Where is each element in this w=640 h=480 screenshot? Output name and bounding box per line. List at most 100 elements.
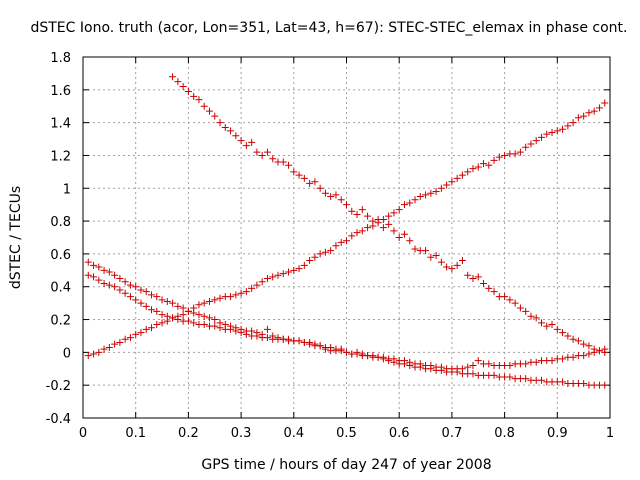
- y-tick-label: 1: [63, 182, 71, 197]
- data-point: [474, 273, 482, 281]
- data-point: [148, 291, 156, 299]
- data-point: [348, 207, 356, 215]
- data-point: [553, 325, 561, 333]
- data-point: [242, 288, 250, 296]
- data-point: [343, 201, 350, 209]
- data-point: [227, 293, 235, 301]
- data-point: [458, 365, 466, 373]
- data-point: [448, 265, 456, 273]
- data-point: [437, 258, 445, 266]
- data-point: [406, 237, 414, 245]
- data-point: [337, 238, 345, 246]
- axis-ticks: 0 0.1 0.2 0.3 0.4 0.5 0.6 0.7 0.8 0.9 1 -0.4 -0.2 0 0.…: [46, 51, 615, 441]
- data-point: [369, 222, 377, 230]
- data-point: [321, 345, 329, 353]
- data-point: [485, 360, 493, 368]
- data-point: [111, 271, 119, 279]
- data-point: [205, 297, 213, 305]
- data-point: [485, 284, 493, 292]
- data-point: [311, 253, 319, 261]
- data-point: [585, 350, 593, 358]
- data-point: [469, 165, 477, 173]
- data-point: [574, 337, 582, 345]
- data-point: [306, 339, 314, 347]
- data-point: [216, 324, 224, 332]
- y-tick-label: 1.8: [50, 51, 71, 66]
- data-point: [585, 109, 593, 117]
- data-point: [200, 102, 208, 110]
- data-point: [453, 174, 461, 182]
- data-point: [306, 256, 314, 264]
- data-point: [105, 268, 113, 276]
- data-point: [501, 293, 509, 301]
- y-tick-label: 1.2: [50, 149, 71, 164]
- data-point: [169, 314, 177, 322]
- data-point: [580, 380, 588, 388]
- data-point: [121, 335, 129, 343]
- data-point: [258, 278, 266, 286]
- data-point: [263, 325, 271, 333]
- data-point: [532, 137, 540, 145]
- data-point: [200, 299, 208, 307]
- data-point: [395, 206, 403, 214]
- data-point: [174, 316, 182, 324]
- data-point: [95, 348, 103, 356]
- series-4: [84, 271, 609, 373]
- data-point: [195, 301, 203, 309]
- data-point: [232, 327, 240, 335]
- data-point: [569, 335, 577, 343]
- x-tick-label: 0.8: [494, 426, 515, 441]
- data-point: [495, 153, 503, 161]
- data-point: [379, 215, 387, 223]
- data-point: [216, 294, 224, 302]
- data-point: [353, 350, 361, 358]
- data-point: [95, 276, 103, 284]
- data-point: [100, 266, 108, 274]
- x-tick-label: 0.2: [178, 426, 199, 441]
- y-tick-label: 0.6: [50, 248, 71, 263]
- x-tick-label: 0.7: [442, 426, 463, 441]
- data-point: [406, 199, 414, 207]
- data-point: [358, 227, 366, 235]
- data-point: [316, 342, 324, 350]
- data-point: [490, 156, 498, 164]
- data-point: [263, 275, 271, 283]
- data-points: [84, 73, 609, 389]
- data-point: [279, 270, 287, 278]
- data-point: [422, 247, 430, 255]
- data-point: [132, 330, 140, 338]
- y-tick-label: 1.6: [50, 84, 71, 99]
- x-tick-label: 0.4: [283, 426, 304, 441]
- data-point: [537, 133, 545, 141]
- data-point: [416, 192, 424, 200]
- data-point: [158, 296, 166, 304]
- y-tick-label: 1.4: [50, 117, 71, 132]
- data-point: [400, 230, 408, 238]
- data-point: [332, 347, 340, 355]
- x-tick-label: 1: [606, 426, 614, 441]
- data-point: [343, 237, 350, 245]
- data-point: [543, 322, 551, 330]
- data-point: [211, 316, 219, 324]
- data-point: [437, 363, 445, 371]
- data-point: [522, 143, 530, 151]
- data-point: [258, 151, 266, 159]
- data-point: [601, 381, 609, 389]
- data-point: [601, 99, 609, 107]
- data-point: [184, 87, 192, 95]
- data-point: [485, 161, 493, 169]
- data-point: [522, 375, 530, 383]
- data-point: [290, 168, 298, 176]
- data-point: [232, 291, 240, 299]
- data-point: [548, 357, 556, 365]
- data-point: [132, 283, 140, 291]
- data-point: [184, 317, 192, 325]
- data-point: [253, 148, 261, 156]
- data-point: [564, 332, 572, 340]
- data-point: [100, 279, 108, 287]
- data-point: [416, 360, 424, 368]
- data-point: [532, 358, 540, 366]
- data-point: [126, 334, 134, 342]
- data-point: [279, 158, 287, 166]
- data-point: [490, 288, 498, 296]
